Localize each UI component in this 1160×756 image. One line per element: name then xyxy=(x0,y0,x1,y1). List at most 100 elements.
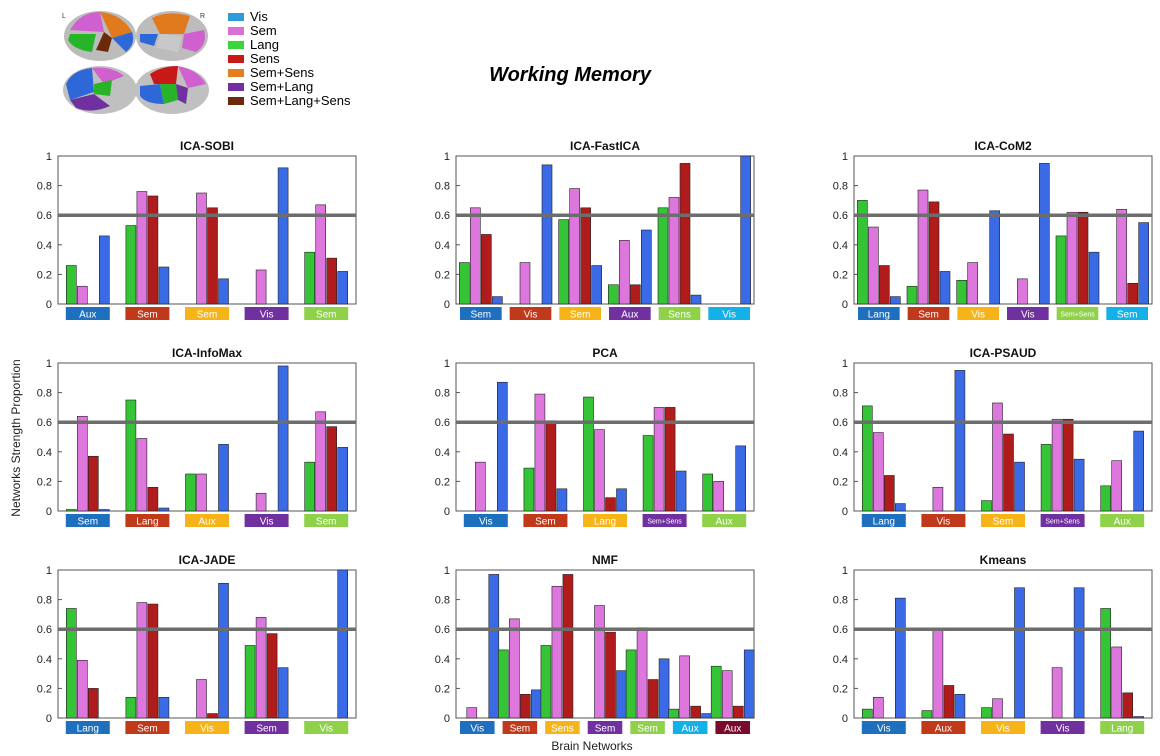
bar-vis xyxy=(675,470,687,512)
y-tick-label: 1 xyxy=(842,151,848,163)
category-label-box xyxy=(1040,514,1085,527)
bar-sem xyxy=(668,197,680,305)
category-label-box xyxy=(708,307,750,320)
category-label: Aux xyxy=(724,724,741,735)
category-label: Sem xyxy=(137,724,158,735)
category-label-box xyxy=(1106,307,1148,320)
category-label: Sem+Sens xyxy=(647,519,682,526)
y-tick-label: 0 xyxy=(444,299,450,311)
bar-lang xyxy=(66,608,77,719)
bar-sem xyxy=(77,659,88,719)
category-label-box xyxy=(125,307,170,320)
bar-sens xyxy=(562,574,574,719)
panel-title: NMF xyxy=(592,553,618,567)
y-tick-label: 1 xyxy=(444,565,450,577)
panel-ica-psaud: ICA-PSAUD 0 0.2 0.4 0.6 0.8 1 Lang Vis Sem Sem+Sen… xyxy=(833,346,1153,528)
bar-vis xyxy=(894,503,906,512)
bar-lang xyxy=(642,435,654,512)
bar-sem xyxy=(932,628,944,719)
bar-sens xyxy=(664,407,676,512)
y-tick-label: 0.6 xyxy=(37,417,52,429)
y-tick-label: 0.8 xyxy=(833,388,848,400)
bar-sem xyxy=(474,461,486,512)
hemisphere-label-left: L xyxy=(62,13,66,20)
category-label-box xyxy=(630,721,665,734)
bar-sens xyxy=(630,284,641,305)
bar-sem xyxy=(1111,460,1122,512)
legend-label: Lang xyxy=(250,37,279,52)
category-label: Sem+Sens xyxy=(1045,519,1080,526)
bar-lang xyxy=(540,645,552,719)
category-label-box xyxy=(125,514,170,527)
y-tick-label: 0.4 xyxy=(833,654,848,666)
bar-sem xyxy=(1051,667,1063,719)
legend-swatch-lang xyxy=(228,41,244,49)
y-tick-label: 0.6 xyxy=(435,417,450,429)
bar-sem xyxy=(1051,418,1063,512)
bar-lang xyxy=(702,473,714,512)
category-label: Lang xyxy=(873,517,895,528)
bar-sem xyxy=(196,473,207,512)
y-tick-label: 0.6 xyxy=(37,624,52,636)
category-label: Sem xyxy=(918,310,939,321)
legend-swatch-sem-sens xyxy=(228,69,244,77)
panel-title: ICA-PSAUD xyxy=(970,346,1037,360)
category-label-box xyxy=(509,307,552,320)
y-tick-label: 0.4 xyxy=(37,447,52,459)
brain-left-lateral xyxy=(64,11,136,61)
y-tick-label: 0.8 xyxy=(37,181,52,193)
bar-sens xyxy=(605,497,616,512)
bar-sens xyxy=(605,631,616,719)
category-label: Sem xyxy=(471,310,492,321)
bar-sem xyxy=(1111,646,1122,719)
legend-item: Lang xyxy=(228,38,350,52)
bar-vis xyxy=(158,266,170,305)
y-tick-label: 0.2 xyxy=(435,683,450,695)
bar-sem xyxy=(636,627,648,719)
category-label: Sem xyxy=(993,517,1014,528)
bar-vis xyxy=(99,235,110,305)
category-label-box xyxy=(921,721,966,734)
bar-sens xyxy=(1062,418,1074,512)
bar-lang xyxy=(657,207,669,305)
y-tick-label: 1 xyxy=(444,358,450,370)
bar-lang xyxy=(861,405,873,512)
bar-sens xyxy=(1127,282,1138,305)
y-tick-label: 1 xyxy=(46,358,52,370)
bar-sem xyxy=(470,207,481,305)
category-label-box xyxy=(858,307,900,320)
legend-label: Sem+Lang xyxy=(250,79,314,94)
panel-kmeans: Kmeans 0 0.2 0.4 0.6 0.8 1 Vis Aux Vis Vis Lang xyxy=(833,553,1153,735)
plot-frame xyxy=(455,569,755,719)
bar-sem xyxy=(653,407,665,512)
bar-lang xyxy=(906,285,918,305)
y-tick-label: 1 xyxy=(46,151,52,163)
category-label-box xyxy=(244,514,289,527)
bar-lang xyxy=(668,708,679,719)
category-label: Vis xyxy=(937,517,951,528)
category-label-box xyxy=(463,514,508,527)
bar-vis xyxy=(658,658,670,719)
legend-label: Sem xyxy=(250,23,277,38)
bar-sem xyxy=(551,585,563,719)
category-label: Lang xyxy=(868,310,890,321)
brain-thumbnails: L R xyxy=(62,11,209,114)
category-label-box xyxy=(861,514,906,527)
y-tick-label: 0 xyxy=(444,713,450,725)
y-tick-label: 0.4 xyxy=(435,447,450,459)
bar-vis xyxy=(1014,587,1025,719)
panel-title: ICA-JADE xyxy=(179,553,236,567)
bar-sem xyxy=(569,188,580,305)
bar-sens xyxy=(147,195,159,305)
category-label: Vis xyxy=(524,310,538,321)
category-label: Sem xyxy=(316,517,337,528)
category-label: Sem xyxy=(197,310,218,321)
category-label: Aux xyxy=(716,517,733,528)
panel-title: ICA-InfoMax xyxy=(172,346,242,360)
plot-frame xyxy=(455,362,755,512)
y-tick-label: 1 xyxy=(46,565,52,577)
category-label-box xyxy=(304,307,349,320)
category-label: Sem xyxy=(637,724,658,735)
bar-sens xyxy=(326,426,338,512)
bar-vis xyxy=(277,365,289,512)
